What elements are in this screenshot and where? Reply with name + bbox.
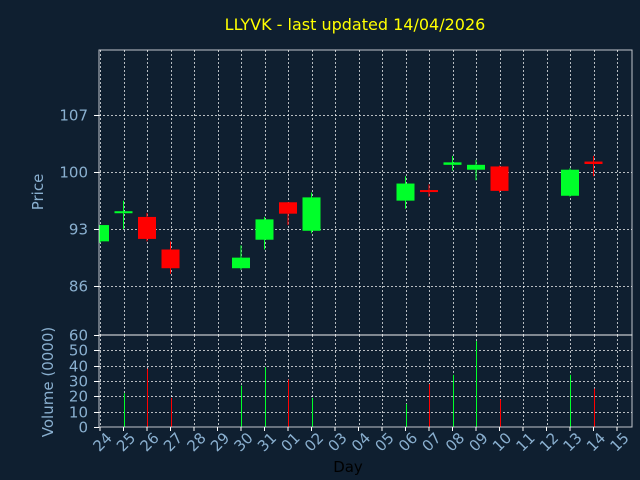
- candle-body: [467, 164, 485, 170]
- volume-tick-label: 50: [69, 342, 88, 360]
- candle-body: [584, 161, 603, 164]
- candle-body: [561, 169, 579, 196]
- price-tick-label: 100: [59, 164, 88, 182]
- price-tick-label: 86: [69, 278, 88, 296]
- candle-body: [420, 190, 438, 193]
- price-candles: [99, 155, 603, 274]
- candle-body: [99, 225, 109, 242]
- price-tick-label: 107: [59, 107, 88, 125]
- candle-body: [279, 202, 297, 214]
- volume-tick-label: 30: [69, 373, 88, 391]
- volume-bars: [124, 341, 595, 427]
- candle-body: [161, 249, 180, 269]
- price-tick-label: 93: [69, 221, 88, 239]
- volume-grid: [99, 335, 632, 427]
- candle-body: [302, 197, 321, 231]
- volume-axis-label: Volume (0000): [39, 327, 57, 437]
- date-axis-ticks: 2425262728293031010203040506070809101112…: [90, 427, 633, 455]
- candle-body: [232, 257, 250, 269]
- volume-tick-label: 10: [69, 404, 88, 422]
- price-grid: [99, 50, 632, 335]
- volume-tick-label: 0: [78, 419, 88, 437]
- candle-body: [490, 166, 509, 191]
- day-axis-label: Day: [333, 458, 363, 476]
- candle-body: [443, 162, 462, 165]
- price-axis-ticks: 86 93 100 107: [59, 107, 99, 296]
- price-axis-label: Price: [29, 174, 47, 211]
- candle-body: [114, 211, 133, 214]
- chart-title: LLYVK - last updated 14/04/2026: [225, 15, 486, 34]
- candle-body: [138, 216, 156, 239]
- volume-tick-label: 60: [69, 327, 88, 345]
- volume-tick-label: 40: [69, 358, 88, 376]
- candle-body: [255, 219, 274, 240]
- volume-tick-label: 20: [69, 388, 88, 406]
- candle-body: [396, 183, 415, 201]
